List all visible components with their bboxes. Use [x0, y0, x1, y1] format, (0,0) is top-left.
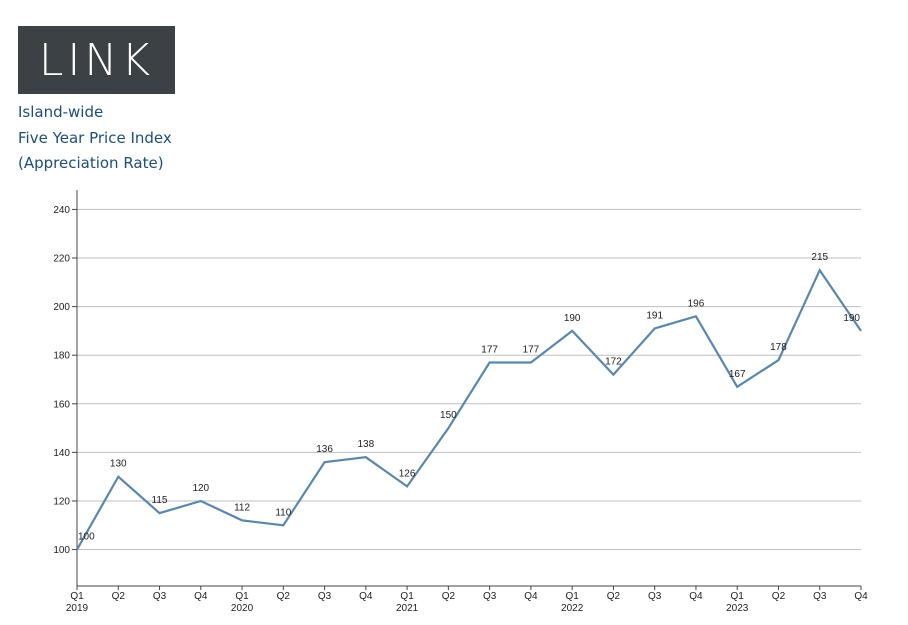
x-year-label-2022: 2022: [561, 603, 584, 614]
data-label: 138: [357, 439, 374, 450]
x-tick-label: Q1: [400, 591, 414, 602]
x-tick-label: Q2: [277, 591, 291, 602]
data-label: 178: [770, 342, 787, 353]
data-label: 136: [316, 444, 333, 455]
y-tick-label-240: 240: [53, 205, 70, 216]
x-tick-label: Q4: [689, 591, 703, 602]
link-logo: LINK: [18, 26, 175, 94]
y-axis-ticks: 100 120 140 160 180 200 220 240: [53, 205, 77, 556]
logo-text: LINK: [38, 34, 155, 86]
data-label: 167: [729, 369, 746, 380]
x-tick-label: Q2: [442, 591, 456, 602]
x-tick-label: Q2: [607, 591, 621, 602]
x-axis-ticks: Q1 Q2 Q3 Q4 Q1 Q2 Q3 Q4 Q1 Q2 Q3 Q4 Q1 Q2 Q3 Q4 Q1 Q2 Q3 Q4…: [66, 586, 868, 614]
x-tick-label: Q3: [813, 591, 827, 602]
series-group: [76, 267, 862, 551]
y-tick-label-100: 100: [53, 545, 70, 556]
x-year-label-2023: 2023: [726, 603, 749, 614]
x-tick-label: Q1: [565, 591, 579, 602]
data-label: 177: [523, 344, 540, 355]
x-tick-label: Q1: [731, 591, 745, 602]
data-label: 215: [811, 252, 828, 263]
x-tick-label: Q3: [648, 591, 662, 602]
axes: [76, 190, 861, 587]
data-label: 115: [152, 495, 168, 506]
x-year-label-2021: 2021: [396, 603, 419, 614]
x-tick-label: Q1: [235, 591, 249, 602]
data-label: 150: [440, 410, 457, 421]
data-label: 196: [688, 298, 705, 309]
x-tick-label: Q3: [153, 591, 167, 602]
data-label: 112: [234, 502, 250, 513]
x-year-label-2019: 2019: [66, 603, 89, 614]
x-tick-label: Q2: [112, 591, 126, 602]
data-label: 190: [564, 313, 581, 324]
data-label: 100: [78, 532, 95, 543]
heading-line-2: Five Year Price Index: [18, 128, 172, 147]
gridlines: [77, 208, 861, 551]
y-tick-label-180: 180: [53, 351, 70, 362]
data-label: 110: [275, 507, 291, 518]
x-tick-label: Q4: [524, 591, 538, 602]
data-labels: 100 130 115 120 112 110 136 138 126 150 177 177 190 1…: [78, 252, 860, 542]
x-tick-label: Q4: [854, 591, 868, 602]
y-tick-label-140: 140: [53, 448, 70, 459]
y-tick-label-200: 200: [53, 302, 70, 313]
x-tick-label: Q3: [318, 591, 332, 602]
chart-heading: Island-wide Five Year Price Index (Appre…: [18, 100, 172, 177]
heading-line-1: Island-wide: [18, 103, 104, 121]
data-label: 130: [110, 459, 127, 470]
x-tick-label: Q2: [772, 591, 786, 602]
y-tick-label-220: 220: [53, 254, 70, 265]
data-label: 177: [481, 344, 498, 355]
data-label: 172: [605, 357, 622, 368]
heading-line-3: (Appreciation Rate): [18, 154, 164, 172]
x-tick-label: Q4: [194, 591, 208, 602]
data-label: 191: [646, 310, 663, 321]
x-tick-label: Q1: [70, 591, 84, 602]
data-label: 190: [843, 313, 860, 324]
data-label: 120: [192, 483, 209, 494]
y-tick-label-160: 160: [53, 399, 70, 410]
y-tick-label-120: 120: [53, 496, 70, 507]
series-line: [76, 267, 862, 551]
data-label: 126: [399, 468, 416, 479]
x-tick-label: Q4: [359, 591, 373, 602]
x-year-label-2020: 2020: [231, 603, 254, 614]
x-tick-label: Q3: [483, 591, 497, 602]
